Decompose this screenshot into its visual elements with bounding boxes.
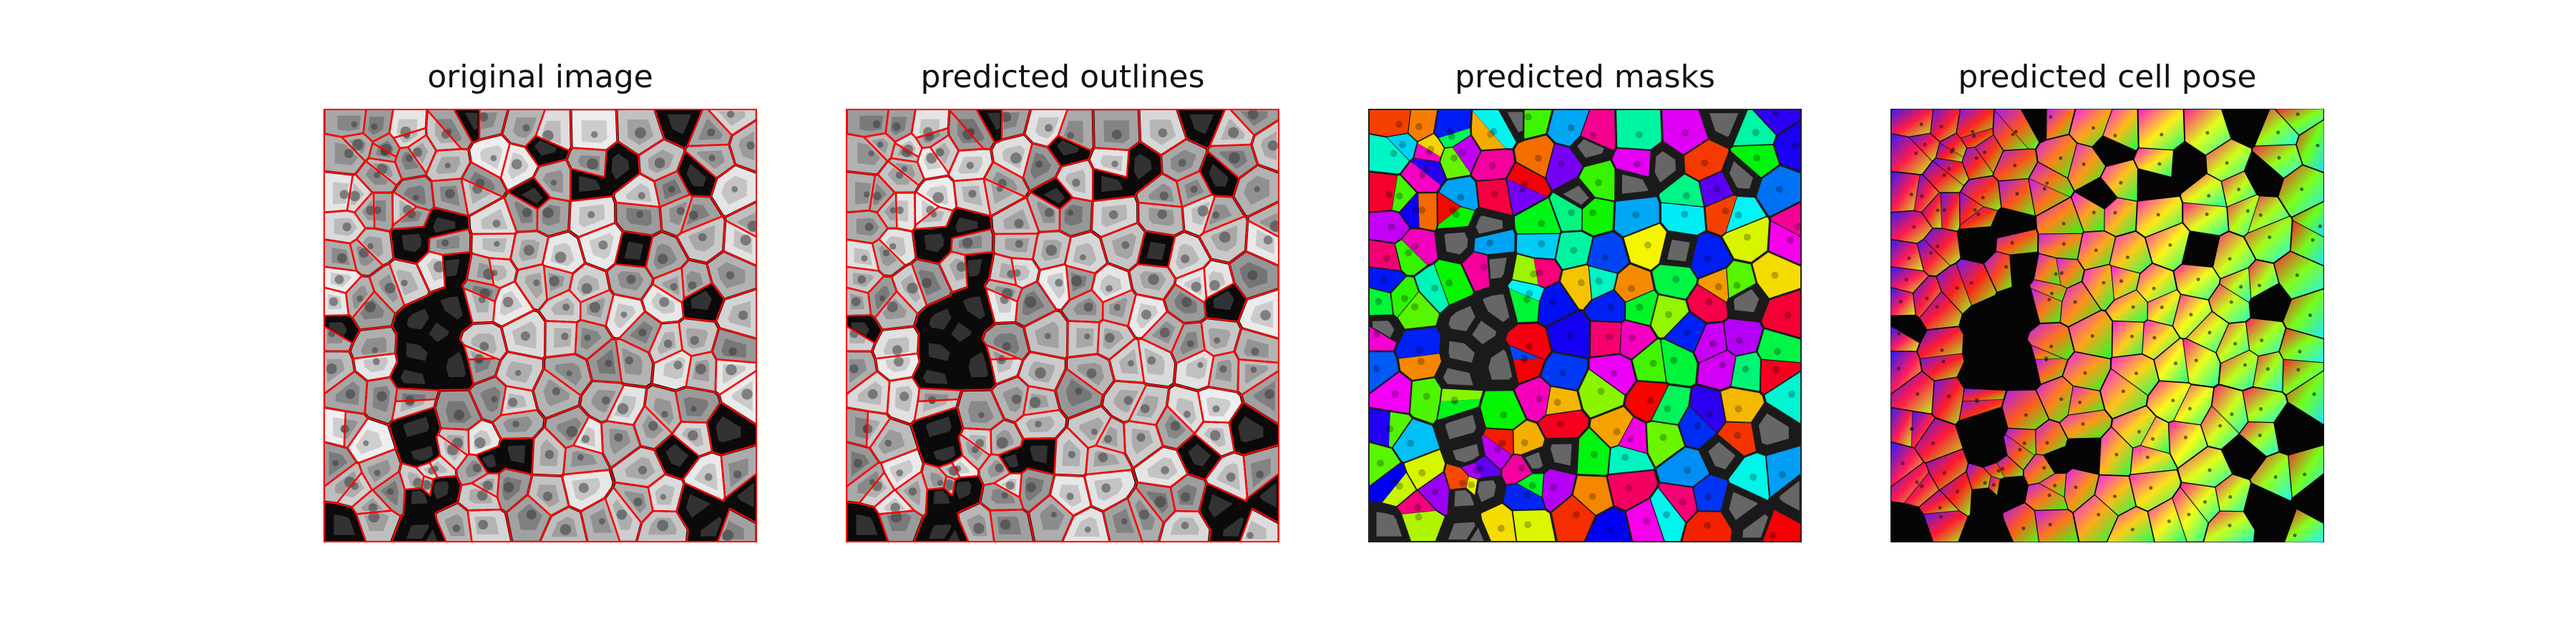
panel-predicted-masks: predicted masks [1368,59,1802,542]
original-image-view [323,109,757,542]
panel-title-outlines: predicted outlines [920,59,1205,95]
predicted-masks-view [1368,109,1802,542]
panel-title-original: original image [427,59,653,95]
panel-title-cellpose: predicted cell pose [1958,59,2257,95]
panel-predicted-cell-pose: predicted cell pose [1890,59,2324,542]
panel-predicted-outlines: predicted outlines [846,59,1279,542]
panel-original-image: original image [323,59,757,542]
predicted-outlines-view [846,109,1279,542]
panel-title-masks: predicted masks [1455,59,1715,95]
predicted-cell-pose-view [1890,109,2324,542]
